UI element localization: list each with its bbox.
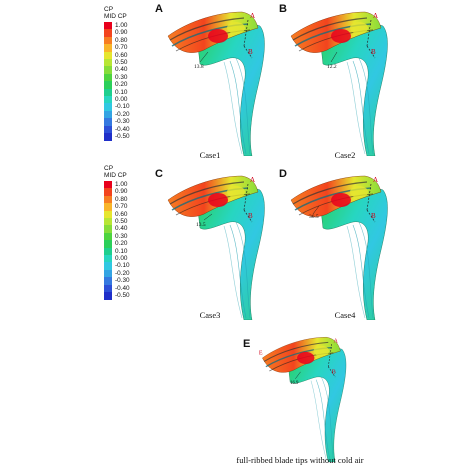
colorbar-tick-label: 0.10 [115, 88, 128, 96]
point-b-label: B [248, 212, 253, 220]
point-b-label: B [371, 48, 376, 56]
colorbar-swatch [104, 36, 112, 45]
colorbar-tick-label: 0.60 [115, 210, 128, 218]
colorbar-swatch [104, 240, 112, 248]
colorbar-swatch [104, 232, 112, 241]
colorbar-tick-label: -0.20 [115, 110, 130, 118]
point-b-label: B [371, 212, 376, 220]
colorbar-swatch [104, 195, 112, 204]
colorbar-tick-label: 0.20 [115, 240, 128, 248]
colorbar-scale [104, 181, 112, 300]
colorbar-swatch [104, 247, 112, 256]
colorbar-swatch [104, 218, 112, 226]
caption-case3: Case3 [199, 310, 221, 320]
measure-label: 13.5 [196, 222, 206, 228]
colorbar-swatch [104, 292, 112, 300]
panel-letter: D [279, 168, 287, 180]
panel-letter: B [279, 3, 287, 15]
caption-case1: Case1 [199, 150, 221, 160]
blade-contour-full-ribbed: E A B 16.9 [259, 336, 347, 462]
colorbar-swatch [104, 125, 112, 134]
colorbar-swatch [104, 22, 112, 30]
colorbar-tick-label: 1.00 [115, 22, 128, 29]
colorbar-tick-label: -0.20 [115, 269, 130, 277]
measure-label: 16.9 [290, 381, 299, 386]
colorbar-swatch [104, 66, 112, 75]
point-a-label: A [250, 12, 255, 20]
colorbar-tick-label: 0.30 [115, 73, 128, 81]
colorbar-tick-label: -0.30 [115, 277, 130, 285]
colorbar-tick-label: -0.40 [115, 284, 130, 292]
colorbar-tick-label: 0.90 [115, 29, 128, 37]
colorbar-tick-label: -0.30 [115, 118, 130, 126]
blade-contour-case1: A B 13.8 [167, 11, 266, 156]
colorbar-swatch [104, 255, 112, 263]
colorbar-title: CP MID CP [104, 6, 127, 20]
blade-contour-case3: A B 13.5 [167, 175, 266, 320]
colorbar-tick-label: 0.20 [115, 81, 128, 89]
colorbar-swatch [104, 277, 112, 285]
blade-contour-case4: A B 36.5 [290, 175, 389, 320]
panel-letter: E [243, 338, 251, 350]
colorbar-tick-label: 0.50 [115, 59, 128, 66]
measure-label: 13.8 [194, 64, 204, 70]
colorbar-tick-label: 0.50 [115, 218, 128, 225]
colorbar-swatch [104, 88, 112, 97]
colorbar-tick-label: -0.10 [115, 103, 130, 111]
colorbar-tick-label: 0.70 [115, 44, 128, 52]
colorbar-tick-label: 0.40 [115, 66, 128, 74]
colorbar-tick-label: 0.70 [115, 203, 128, 211]
point-a-label: A [373, 176, 378, 184]
colorbar-swatch [104, 44, 112, 52]
colorbar-swatch [104, 118, 112, 126]
colorbar-tick-label: 0.10 [115, 247, 128, 255]
point-b-label: B [332, 370, 336, 376]
colorbar-swatch [104, 210, 112, 219]
colorbar-swatch [104, 203, 112, 211]
colorbar-swatch [104, 262, 112, 271]
colorbar-tick-label: 0.80 [115, 195, 128, 203]
colorbar-swatch [104, 133, 112, 141]
colorbar-tick-label: -0.10 [115, 262, 130, 270]
point-a-label: A [333, 338, 338, 344]
blade-contour-case2: A B 12.2 [290, 11, 389, 156]
point-a-label: A [373, 12, 378, 20]
caption-full-ribbed: full-ribbed blade tips without cold air [236, 455, 364, 465]
colorbar-tick-label: -0.50 [115, 133, 130, 140]
colorbar-swatch [104, 51, 112, 60]
measure-label: 12.2 [327, 64, 337, 70]
colorbar-tick-label: 0.30 [115, 232, 128, 240]
colorbar-tick-label: -0.40 [115, 125, 130, 133]
colorbar-swatch [104, 269, 112, 278]
colorbar-tick-label: 0.00 [115, 255, 128, 262]
colorbar-swatch [104, 29, 112, 38]
colorbar-swatch [104, 188, 112, 197]
colorbar-tick-label: 0.00 [115, 96, 128, 103]
colorbar-tick-label: 0.90 [115, 188, 128, 196]
colorbar-tick-label: -0.50 [115, 292, 130, 299]
colorbar-swatch [104, 284, 112, 293]
colorbar-tick-label: 0.60 [115, 51, 128, 59]
panel-letter: A [155, 3, 163, 15]
point-b-label: B [248, 48, 253, 56]
colorbar-swatch [104, 96, 112, 104]
colorbar-tick-label: 1.00 [115, 181, 128, 188]
measure-label: 36.5 [309, 214, 319, 220]
caption-case4: Case4 [334, 310, 356, 320]
caption-case2: Case2 [334, 150, 356, 160]
colorbar-swatch [104, 59, 112, 67]
point-a-label: A [250, 176, 255, 184]
colorbar-tick-label: 0.80 [115, 36, 128, 44]
colorbar-swatch [104, 103, 112, 112]
colorbar-scale [104, 22, 112, 141]
colorbar-swatch [104, 181, 112, 189]
colorbar-tick-label: 0.40 [115, 225, 128, 233]
colorbar-swatch [104, 81, 112, 89]
colorbar-title: CP MID CP [104, 165, 127, 179]
colorbar-swatch [104, 110, 112, 119]
panel-letter: C [155, 168, 163, 180]
colorbar-swatch [104, 225, 112, 234]
colorbar-swatch [104, 73, 112, 82]
point-e-label: E [259, 351, 263, 357]
